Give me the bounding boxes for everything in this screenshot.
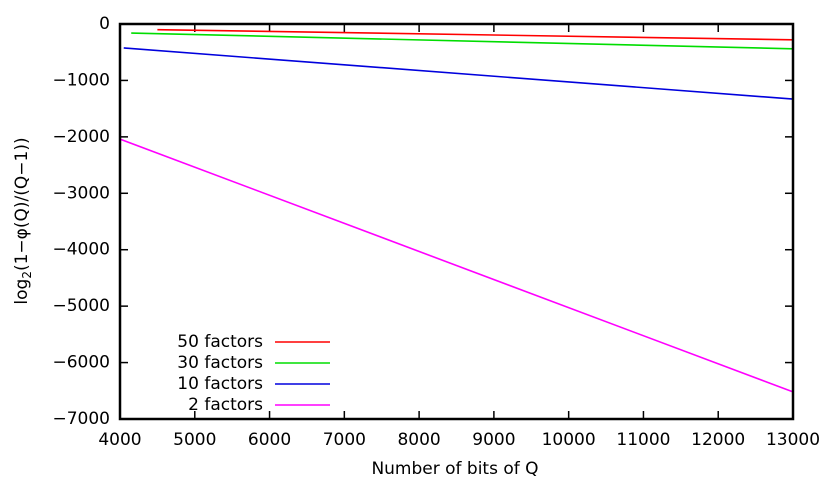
series-line <box>123 47 794 100</box>
legend-label: 10 factors <box>177 374 263 394</box>
y-title-rest: (1−φ(Q)/(Q−1)) <box>12 137 32 271</box>
y-tick-label: −7000 <box>52 409 110 429</box>
y-title-base: log <box>12 279 32 305</box>
series-line <box>119 138 794 393</box>
y-axis-title: log2(1−φ(Q)/(Q−1)) <box>12 137 34 304</box>
y-tick-label: −5000 <box>52 296 110 316</box>
x-tick-label: 5000 <box>173 430 216 450</box>
x-tick-label: 10000 <box>542 430 596 450</box>
x-tick-label: 4000 <box>98 430 141 450</box>
series-line <box>157 28 794 41</box>
x-axis-title: Number of bits of Q <box>371 459 538 479</box>
legend-label: 50 factors <box>177 332 263 352</box>
x-tick-label: 6000 <box>248 430 291 450</box>
y-tick-label: −6000 <box>52 353 110 373</box>
y-tick-label: 0 <box>99 14 110 34</box>
y-tick-label: −1000 <box>52 70 110 90</box>
legend-label: 2 factors <box>188 395 263 415</box>
y-tick-label: −4000 <box>52 240 110 260</box>
y-title-sub: 2 <box>20 271 34 279</box>
x-tick-label: 11000 <box>616 430 670 450</box>
x-tick-label: 9000 <box>472 430 515 450</box>
y-tick-label: −2000 <box>52 127 110 147</box>
plot-frame <box>118 22 795 421</box>
y-tick-label: −3000 <box>52 183 110 203</box>
x-tick-label: 8000 <box>397 430 440 450</box>
x-tick-label: 13000 <box>766 430 820 450</box>
series-line <box>131 32 794 50</box>
legend-label: 30 factors <box>177 353 263 373</box>
x-tick-label: 12000 <box>691 430 745 450</box>
x-tick-label: 7000 <box>323 430 366 450</box>
